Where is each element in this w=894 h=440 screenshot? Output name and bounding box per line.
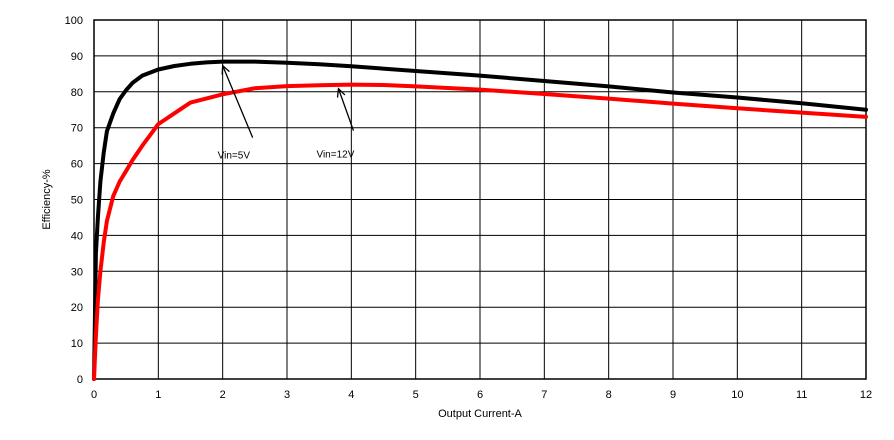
x-tick-label: 2	[220, 389, 226, 401]
annotation-arrow-vin5v	[222, 65, 254, 138]
x-tick-label: 6	[477, 389, 483, 401]
y-tick-label: 10	[71, 338, 83, 350]
x-tick-label: 1	[155, 389, 161, 401]
series-line-1	[92, 82, 868, 381]
x-tick-label: 11	[796, 389, 807, 401]
annotation-label-vin12v: Vin=12V	[316, 150, 354, 161]
y-tick-label: 30	[71, 266, 83, 278]
x-axis-title: Output Current-A	[438, 408, 522, 420]
x-tick-label: 12	[860, 389, 872, 401]
x-tick-label: 0	[91, 389, 97, 401]
x-tick-label: 8	[606, 389, 612, 401]
x-tick-label: 3	[284, 389, 290, 401]
series-line-0	[92, 59, 868, 381]
x-tick-label: 4	[348, 389, 354, 401]
annotation-arrowhead-vin12v	[336, 87, 346, 98]
y-tick-label: 80	[71, 87, 83, 99]
y-tick-label: 60	[71, 159, 83, 171]
series-layer	[92, 59, 868, 381]
y-tick-label: 100	[65, 15, 83, 27]
annotations: Vin=5V Vin=12V	[218, 64, 355, 162]
y-tick-labels: 0 10 20 30 40 50 60 70 80 90 100	[65, 15, 83, 386]
y-tick-label: 90	[71, 51, 83, 63]
annotation-arrow-vin12v	[337, 88, 355, 131]
plot-frame	[93, 19, 867, 380]
annotation-arrowhead-vin5v	[221, 64, 230, 75]
x-tick-label: 10	[731, 389, 743, 401]
x-tick-label: 9	[670, 389, 676, 401]
y-tick-label: 50	[71, 195, 83, 207]
x-tick-labels: 0 1 2 3 4 5 6 7 8 9 10 11 12	[91, 389, 872, 401]
annotation-label-vin5v: Vin=5V	[218, 151, 251, 162]
y-tick-label: 70	[71, 123, 83, 135]
y-tick-label: 40	[71, 230, 83, 242]
x-tick-label: 7	[541, 389, 547, 401]
y-axis-title: Efficiency-%	[41, 169, 53, 230]
y-tick-label: 0	[77, 374, 83, 386]
y-tick-label: 20	[71, 302, 83, 314]
x-tick-label: 5	[413, 389, 419, 401]
